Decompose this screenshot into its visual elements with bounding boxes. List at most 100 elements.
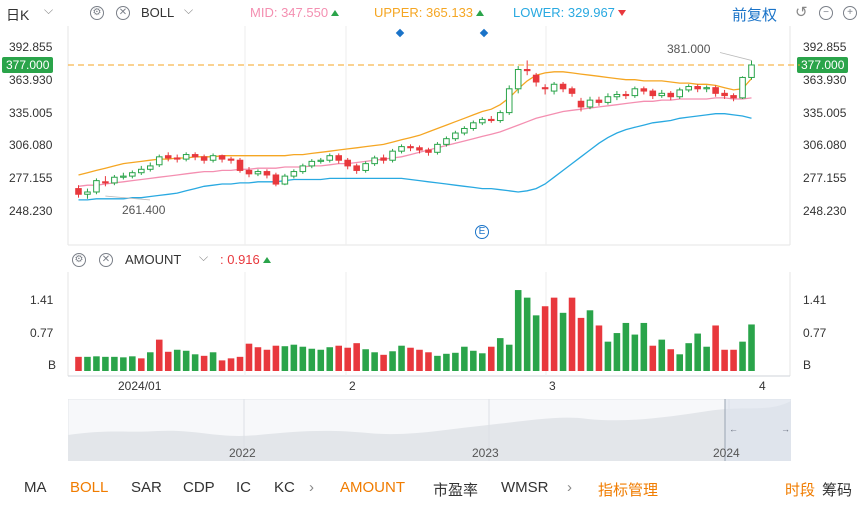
zoom-in-icon[interactable]: + — [843, 6, 857, 20]
amount-bar — [487, 346, 495, 371]
amount-bar — [541, 306, 549, 371]
tab-amount[interactable]: AMOUNT — [340, 479, 405, 496]
amount-readout: : 0.916 — [220, 252, 271, 267]
amount-bar — [138, 358, 145, 371]
tab-ic[interactable]: IC — [236, 479, 251, 496]
candle-down — [416, 147, 423, 151]
chevron-right-icon[interactable]: › — [567, 479, 572, 496]
period-selector[interactable]: 日K — [6, 7, 30, 23]
amount-bar — [532, 315, 540, 371]
gear-icon[interactable]: ⚙ — [90, 6, 104, 20]
candle-down — [200, 156, 208, 161]
amount-bar — [227, 358, 235, 371]
candle-down — [523, 69, 531, 72]
price-tick: 363.930 — [9, 73, 53, 87]
amount-bar — [155, 339, 163, 371]
candle-up — [317, 159, 325, 162]
candle-up — [371, 157, 378, 165]
candle-up — [155, 156, 163, 166]
candlestick-chart[interactable] — [0, 0, 865, 380]
amount-bar — [191, 354, 199, 371]
candle-up — [93, 180, 100, 193]
candle-up — [111, 176, 118, 184]
amount-bar — [326, 347, 334, 371]
max-price-label: 381.000 — [667, 42, 711, 56]
navigator-window — [725, 399, 791, 461]
amount-bar — [353, 343, 360, 371]
candle-down — [694, 86, 701, 90]
candle-up — [120, 175, 127, 178]
amount-bar — [586, 310, 594, 371]
tab-boll[interactable]: BOLL — [70, 479, 109, 496]
tab-wmsr[interactable]: WMSR — [501, 479, 549, 496]
tab-kc[interactable]: KC — [274, 479, 295, 496]
candle-up — [84, 191, 91, 195]
min-leader-line — [105, 195, 151, 201]
close-icon[interactable]: ✕ — [99, 253, 113, 267]
indicator-name[interactable]: BOLL — [141, 5, 175, 20]
chevron-down-icon[interactable]: ⌵ — [184, 3, 194, 17]
candle-down — [218, 155, 226, 160]
amount-tick: 0.77 — [803, 326, 827, 340]
amount-bar — [245, 343, 253, 371]
candle-down — [272, 174, 280, 185]
candle-up — [434, 143, 441, 153]
amount-bar — [595, 325, 603, 371]
candle-up — [496, 112, 504, 122]
amount-title[interactable]: AMOUNT — [125, 252, 182, 267]
tab-pe[interactable]: 市盈率 — [433, 482, 479, 499]
up-arrow-icon — [262, 257, 271, 263]
range-navigator[interactable]: ← → — [68, 399, 791, 461]
tab-sar[interactable]: SAR — [131, 479, 162, 496]
amount-bar — [281, 346, 289, 371]
amount-bar — [209, 352, 217, 371]
amount-bar — [434, 355, 441, 371]
amount-bar — [479, 353, 486, 371]
amount-bar — [703, 346, 710, 371]
tab-ma[interactable]: MA — [24, 479, 47, 496]
amount-bar — [712, 325, 719, 371]
candle-up — [299, 165, 307, 173]
tab-cdp[interactable]: CDP — [183, 479, 215, 496]
chevron-right-icon[interactable]: › — [309, 479, 314, 496]
adjust-toggle[interactable]: 前复权 — [732, 7, 778, 24]
candle-up — [308, 160, 316, 167]
candle-down — [721, 92, 728, 97]
amount-tick: B — [48, 358, 57, 372]
candle-up — [479, 118, 486, 124]
up-arrow-icon — [476, 10, 485, 16]
chevron-down-icon[interactable]: ⌵ — [199, 250, 209, 264]
candle-down — [344, 159, 351, 167]
indicator-tabs: MA BOLL SAR CDP IC KC › AMOUNT 市盈率 WMSR … — [0, 474, 865, 502]
indicator-manage-button[interactable]: 指标管理 — [598, 482, 659, 499]
amount-bar — [559, 312, 567, 371]
candle-up — [254, 171, 262, 175]
gear-icon[interactable]: ⚙ — [72, 253, 86, 267]
chevron-down-icon[interactable]: ⌵ — [44, 3, 54, 17]
candle-down — [227, 158, 235, 161]
amount-bar — [389, 351, 396, 371]
current-price-tag: 377.000 — [797, 57, 849, 73]
tab-chips[interactable]: 筹码 — [822, 482, 853, 499]
amount-bar — [263, 349, 271, 371]
candle-down — [236, 159, 244, 171]
amount-bar — [335, 345, 343, 371]
price-tick: 277.155 — [9, 171, 53, 185]
price-tick: 363.930 — [803, 73, 847, 87]
zoom-out-icon[interactable]: − — [819, 6, 833, 20]
candle-down — [245, 169, 253, 175]
amount-bar — [129, 356, 136, 371]
close-icon[interactable]: ✕ — [116, 6, 130, 20]
undo-icon[interactable]: ↺ — [795, 4, 808, 21]
price-tick: 306.080 — [803, 138, 847, 152]
amount-bar — [676, 354, 684, 371]
candle-up — [604, 96, 612, 103]
amount-bar — [550, 297, 558, 371]
tab-time-period[interactable]: 时段 — [785, 482, 816, 499]
event-e-icon[interactable]: E — [475, 225, 489, 239]
amount-bar — [622, 322, 630, 371]
candle-down — [75, 188, 82, 195]
amount-bar — [739, 341, 746, 371]
amount-bar — [470, 350, 477, 371]
amount-bar — [694, 333, 701, 371]
